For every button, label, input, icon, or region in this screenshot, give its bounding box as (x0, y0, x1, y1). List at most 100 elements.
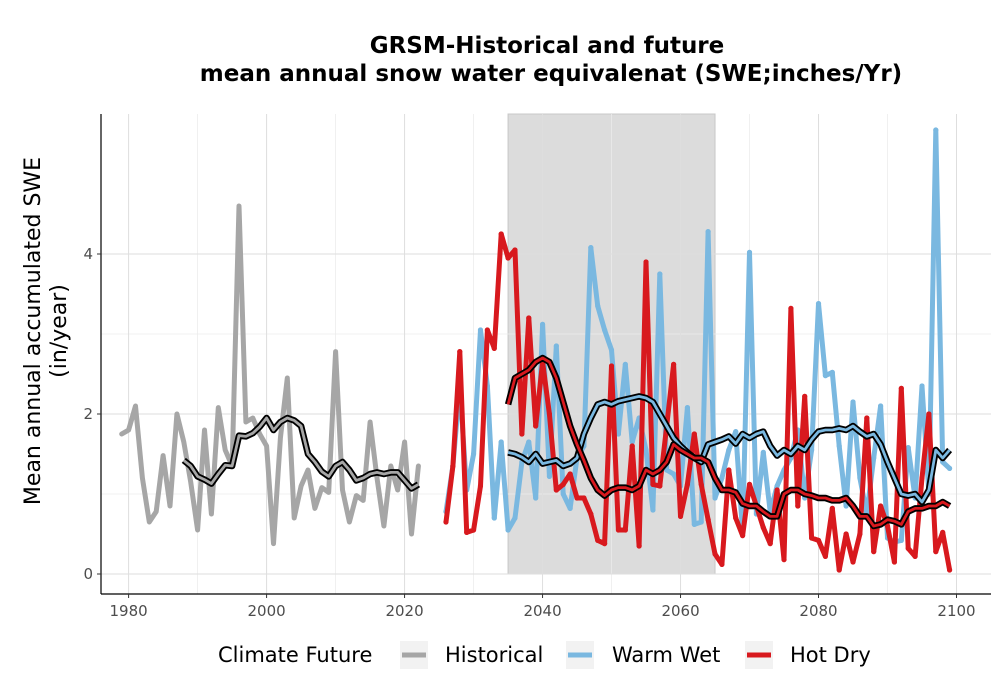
data-point-warm-wet (905, 445, 911, 451)
data-point-hot-dry (726, 467, 732, 473)
data-point-hot-dry (760, 525, 766, 531)
data-point-warm-wet (898, 537, 904, 544)
data-point-hot-dry (588, 511, 594, 517)
data-point-hot-dry (947, 567, 953, 573)
data-point-warm-wet (533, 495, 539, 501)
data-point-warm-wet (671, 471, 677, 477)
data-point-warm-wet (595, 303, 601, 309)
data-point-hot-dry (615, 527, 622, 533)
data-point-hot-dry (857, 531, 863, 537)
legend-label-hot-dry: Hot Dry (790, 643, 871, 667)
data-point-hot-dry (878, 503, 884, 509)
data-point-warm-wet (615, 431, 622, 437)
data-point-hot-dry (560, 481, 566, 487)
x-axis-ticks: 1980 2000 2020 2040 2060 2080 2100 (110, 594, 976, 620)
y-axis-label-line1: Mean annual accumulated SWE (21, 157, 46, 505)
data-point-hot-dry (705, 517, 711, 523)
data-point-warm-wet (567, 505, 573, 511)
data-point-warm-wet (664, 467, 670, 473)
data-point-warm-wet (691, 521, 697, 528)
x-tick-label: 2040 (523, 602, 561, 620)
data-point-hot-dry (691, 431, 697, 437)
legend-label-historical: Historical (445, 643, 543, 667)
data-point-hot-dry (746, 481, 753, 487)
data-point-hot-dry (684, 481, 691, 487)
y-tick-label: 0 (83, 565, 93, 583)
moving-average-historical (182, 416, 420, 490)
data-point-warm-wet (947, 465, 953, 471)
data-point-hot-dry (788, 305, 794, 311)
data-point-hot-dry (843, 531, 849, 537)
data-point-warm-wet (760, 449, 766, 455)
data-point-hot-dry (581, 495, 587, 501)
data-point-warm-wet (608, 347, 615, 353)
data-point-hot-dry (533, 423, 539, 429)
data-point-warm-wet (602, 327, 608, 333)
data-point-warm-wet (643, 447, 649, 453)
data-point-hot-dry (884, 523, 891, 529)
data-point-warm-wet (491, 515, 497, 521)
data-point-hot-dry (733, 515, 739, 521)
y-tick-label: 4 (83, 245, 93, 263)
data-point-warm-wet (546, 473, 553, 479)
data-point-warm-wet (560, 491, 566, 497)
data-point-hot-dry (595, 537, 601, 544)
y-tick-label: 2 (83, 405, 93, 423)
data-point-hot-dry (822, 553, 829, 560)
series-layer (119, 127, 953, 573)
legend-title: Climate Future (218, 643, 372, 667)
data-point-hot-dry (650, 481, 656, 487)
data-point-hot-dry (795, 503, 801, 509)
data-point-hot-dry (926, 411, 932, 417)
data-point-hot-dry (809, 535, 815, 541)
y-axis-label-group: Mean annual accumulated SWE (in/year) (21, 157, 72, 505)
data-point-hot-dry (850, 559, 856, 565)
data-point-warm-wet (470, 451, 477, 457)
data-point-warm-wet (836, 443, 842, 449)
data-point-warm-wet (622, 361, 628, 367)
data-point-warm-wet (774, 483, 780, 489)
y-axis-label-line2: (in/year) (47, 284, 72, 378)
x-tick-label: 2000 (247, 602, 285, 620)
data-point-warm-wet (726, 447, 732, 453)
data-point-hot-dry (636, 543, 642, 549)
data-point-hot-dry (491, 345, 497, 351)
data-point-hot-dry (512, 247, 518, 253)
data-point-warm-wet (698, 519, 704, 525)
chart-title: GRSM-Historical and future (370, 33, 725, 59)
data-point-hot-dry (574, 495, 580, 501)
data-point-warm-wet (526, 439, 532, 445)
data-point-hot-dry (712, 551, 718, 557)
data-point-hot-dry (457, 349, 463, 355)
data-point-warm-wet (746, 249, 753, 255)
data-point-warm-wet (477, 327, 484, 333)
y-axis-ticks: 0 2 4 (83, 245, 101, 583)
data-point-hot-dry (450, 463, 456, 469)
data-point-warm-wet (712, 495, 718, 501)
data-point-warm-wet (822, 373, 829, 379)
data-point-hot-dry (443, 519, 449, 525)
data-point-hot-dry (740, 533, 746, 539)
data-point-warm-wet (657, 271, 663, 277)
data-point-hot-dry (836, 567, 842, 573)
moving-average-warm-wet (507, 394, 951, 504)
data-point-warm-wet (650, 507, 656, 513)
data-point-hot-dry (912, 553, 918, 560)
data-point-hot-dry (464, 529, 470, 536)
data-point-hot-dry (919, 475, 925, 481)
data-point-warm-wet (629, 439, 635, 445)
legend-label-warm-wet: Warm Wet (612, 643, 720, 667)
data-point-hot-dry (815, 537, 822, 544)
data-point-hot-dry (546, 411, 553, 417)
data-point-hot-dry (781, 557, 787, 563)
data-point-hot-dry (526, 315, 532, 321)
data-point-warm-wet (512, 515, 518, 521)
data-point-hot-dry (602, 541, 608, 547)
series-line-warm-wet (443, 127, 953, 545)
data-point-hot-dry (829, 505, 835, 511)
data-point-warm-wet (850, 399, 856, 405)
data-point-hot-dry (477, 483, 484, 489)
data-point-warm-wet (719, 475, 725, 481)
x-tick-label: 2060 (661, 602, 699, 620)
legend: Climate Future Historical Warm Wet Hot D… (218, 641, 871, 669)
